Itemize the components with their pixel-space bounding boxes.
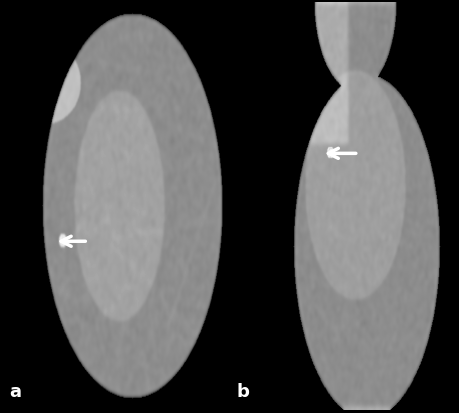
Text: b: b [236, 382, 249, 401]
Text: a: a [9, 382, 21, 401]
